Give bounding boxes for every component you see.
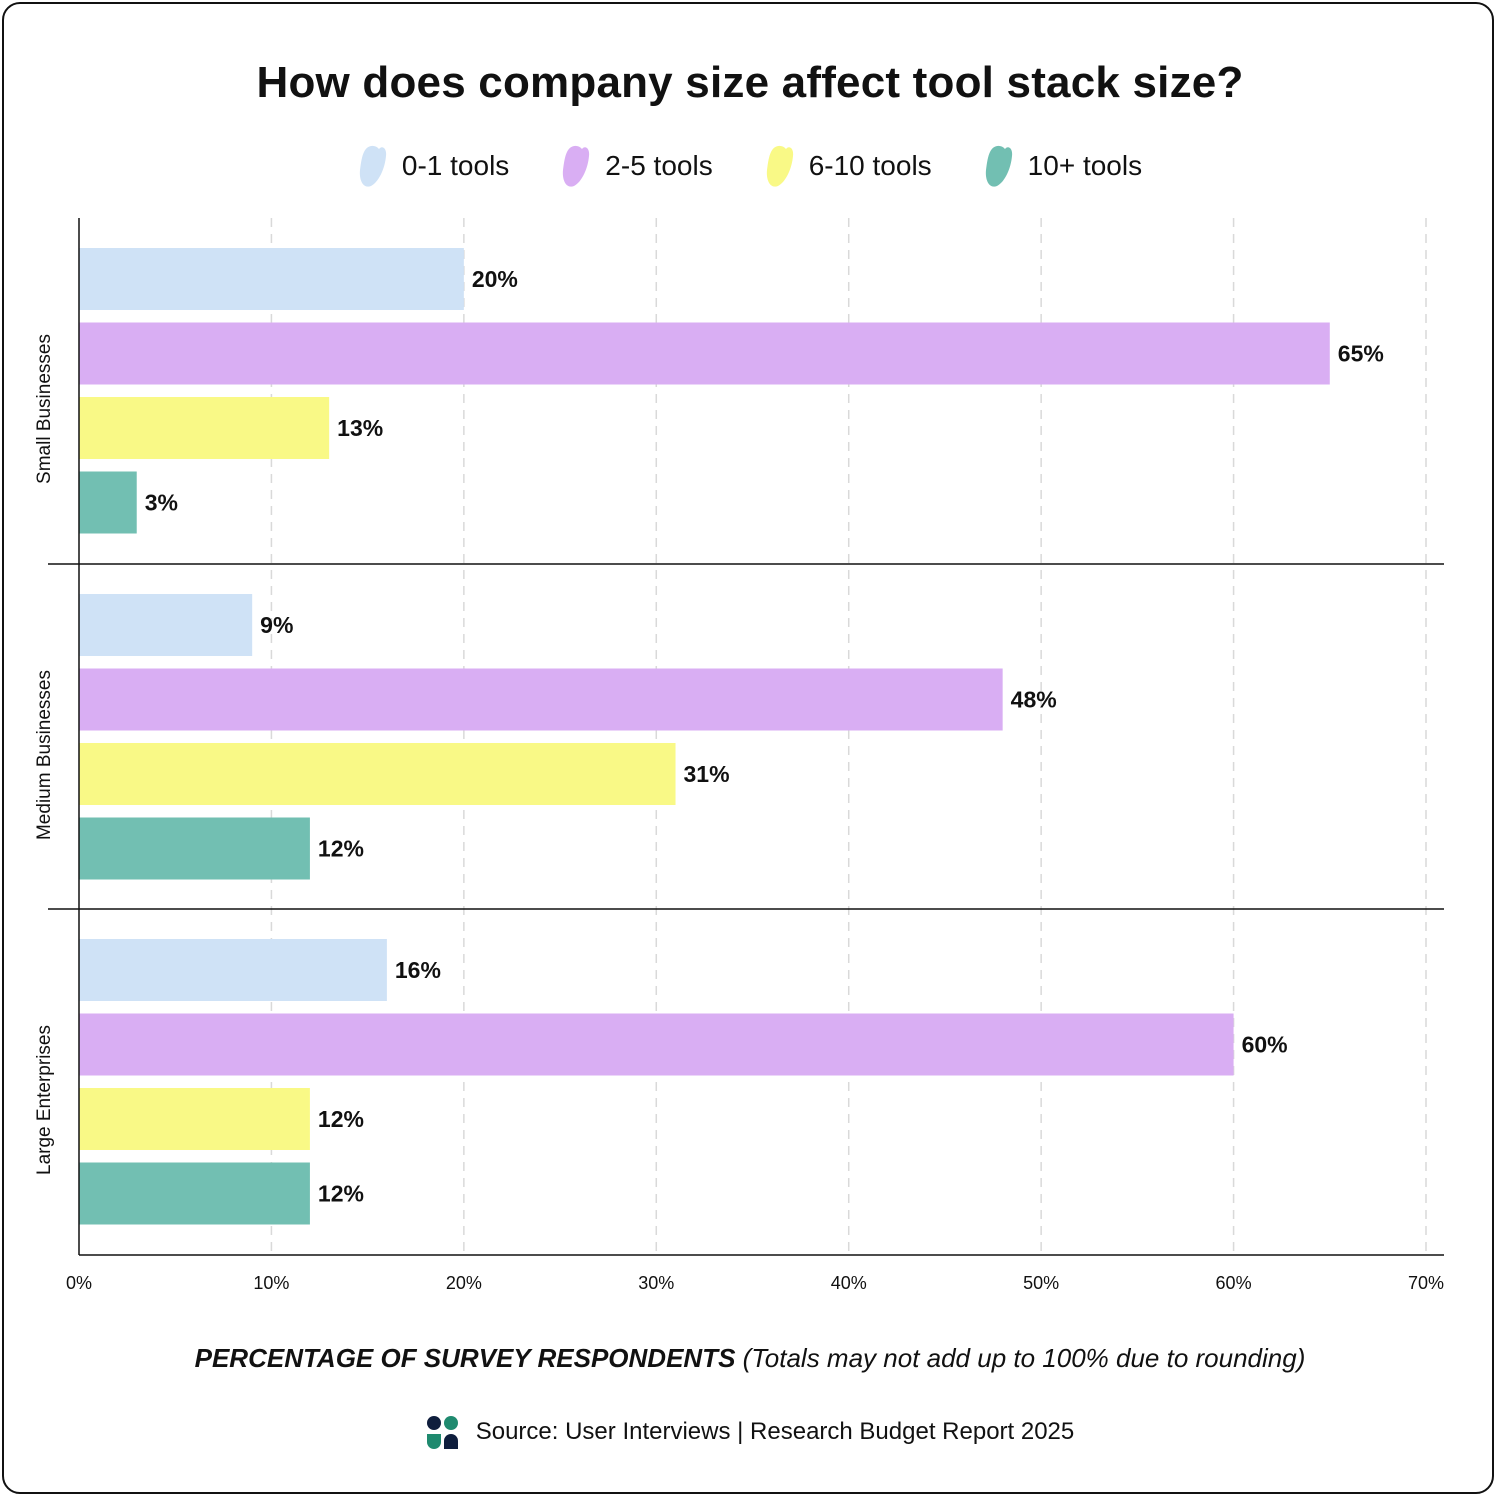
bar — [79, 668, 1003, 731]
bar-value-label: 12% — [318, 836, 364, 862]
bar-value-label: 60% — [1242, 1032, 1288, 1058]
bar — [79, 471, 137, 534]
legend: 0-1 tools 2-5 tools 6-10 tools 10+ tools — [0, 140, 1500, 192]
bar — [79, 939, 387, 1001]
x-axis-label-main: PERCENTAGE OF SURVEY RESPONDENTS — [194, 1343, 736, 1373]
legend-swatch-shape — [766, 145, 793, 187]
legend-swatch-icon — [766, 145, 793, 187]
logo-dot-tr — [443, 1416, 458, 1430]
x-tick-label: 0% — [66, 1273, 92, 1293]
x-axis-label: PERCENTAGE OF SURVEY RESPONDENTS (Totals… — [0, 1343, 1500, 1374]
bar-value-label: 12% — [318, 1181, 364, 1207]
x-tick-label: 40% — [831, 1273, 867, 1293]
legend-item: 6-10 tools — [765, 144, 932, 188]
x-tick-label: 50% — [1023, 1273, 1059, 1293]
legend-swatch-icon — [985, 145, 1012, 187]
source-text: Source: User Interviews | Research Budge… — [475, 1418, 1075, 1445]
bar — [79, 743, 676, 805]
bar-value-label: 3% — [145, 490, 178, 516]
bar-chart: 20% 65% 13% 3% Small Businesses 9% 48% 31% 12% Me… — [34, 218, 1444, 1293]
bar-value-label: 13% — [337, 415, 383, 441]
bar — [79, 248, 464, 310]
legend-swatch-shape — [985, 145, 1012, 187]
legend-label: 0-1 tools — [401, 150, 510, 181]
legend-label: 10+ tools — [1027, 150, 1143, 181]
x-tick-label: 10% — [253, 1273, 289, 1293]
legend-swatch-icon — [563, 145, 590, 187]
legend-label: 2-5 tools — [605, 150, 713, 181]
bar-value-label: 12% — [318, 1106, 364, 1132]
bar-value-label: 16% — [395, 957, 441, 983]
bar-value-label: 20% — [472, 266, 518, 292]
bar — [79, 322, 1330, 385]
legend-swatch-icon — [359, 145, 387, 187]
category-label: Small Businesses — [34, 334, 55, 484]
logo-dot-tl — [426, 1416, 441, 1430]
bar-value-label: 31% — [684, 761, 730, 787]
x-tick-label: 30% — [638, 1273, 674, 1293]
user-interviews-logo-icon — [426, 1416, 458, 1449]
logo-body-bl — [426, 1434, 441, 1449]
bar — [79, 397, 330, 459]
chart-title: How does company size affect tool stack … — [256, 58, 1244, 107]
bar-value-label: 9% — [260, 612, 293, 638]
bar — [79, 1013, 1234, 1076]
bar — [79, 1162, 310, 1225]
legend-label: 6-10 tools — [808, 150, 932, 181]
category-label: Large Enterprises — [34, 1025, 55, 1175]
bar — [79, 817, 310, 880]
x-tick-label: 20% — [446, 1273, 482, 1293]
x-axis-label-note: (Totals may not add up to 100% due to ro… — [735, 1343, 1306, 1373]
source-line: Source: User Interviews | Research Budge… — [0, 1412, 1500, 1452]
category-label: Medium Businesses — [34, 670, 55, 840]
bar-value-label: 65% — [1338, 341, 1384, 367]
legend-swatch-shape — [359, 145, 387, 187]
legend-item: 0-1 tools — [358, 144, 509, 188]
legend-item: 10+ tools — [984, 144, 1142, 188]
legend-item: 2-5 tools — [561, 144, 713, 188]
legend-swatch-shape — [563, 145, 590, 187]
bar — [79, 594, 253, 656]
logo-body-br — [443, 1434, 458, 1449]
x-tick-label: 60% — [1216, 1273, 1252, 1293]
x-tick-label: 70% — [1408, 1273, 1444, 1293]
bar — [79, 1088, 310, 1150]
bar-value-label: 48% — [1011, 687, 1057, 713]
